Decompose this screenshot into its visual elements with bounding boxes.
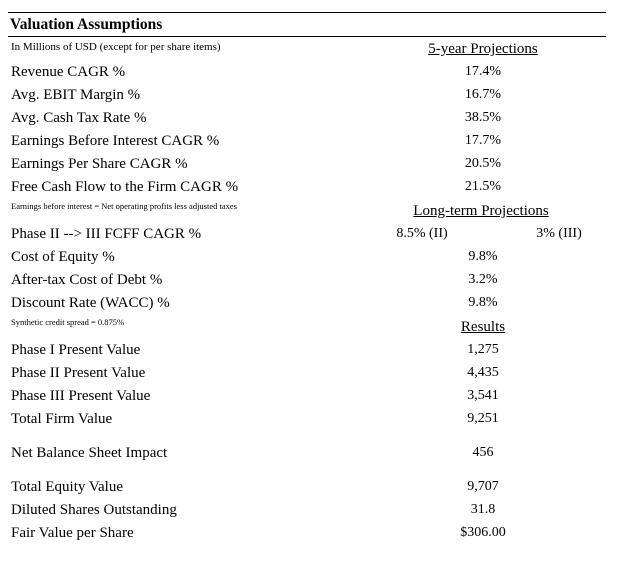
row-label: Avg. Cash Tax Rate % bbox=[11, 110, 147, 126]
row-label: Earnings Before Interest CAGR % bbox=[11, 133, 220, 149]
row-value: 20.5% bbox=[464, 156, 502, 171]
long-term-projections-header: Long-term Projections bbox=[413, 203, 549, 219]
row-label: After-tax Cost of Debt % bbox=[11, 272, 163, 288]
row-value: $306.00 bbox=[460, 525, 506, 540]
phase-three-value: 3% (III) bbox=[536, 226, 582, 241]
row-label: Cost of Equity % bbox=[11, 249, 115, 265]
table-row: Phase II Present Value 4,435 bbox=[0, 362, 628, 384]
table-row: Cost of Equity % 9.8% bbox=[0, 246, 628, 268]
table-row: Avg. EBIT Margin % 16.7% bbox=[0, 84, 628, 106]
row-value: 3.2% bbox=[468, 272, 498, 287]
table-row: Discount Rate (WACC) % 9.8% bbox=[0, 292, 628, 314]
row-value: 1,275 bbox=[467, 342, 499, 357]
row-label: Discount Rate (WACC) % bbox=[11, 295, 170, 311]
table-row: Revenue CAGR % 17.4% bbox=[0, 61, 628, 83]
table-row: Free Cash Flow to the Firm CAGR % 21.5% bbox=[0, 176, 628, 198]
row-label: Phase II --> III FCFF CAGR % bbox=[11, 226, 202, 242]
row-value: 9.8% bbox=[468, 249, 498, 264]
credit-spread-note: Synthetic credit spread = 0.875% bbox=[11, 317, 125, 327]
row-label: Diluted Shares Outstanding bbox=[11, 502, 177, 518]
top-rule bbox=[8, 12, 606, 13]
table-row: Phase II --> III FCFF CAGR % 8.5% (II) 3… bbox=[0, 223, 628, 245]
table-row: Diluted Shares Outstanding 31.8 bbox=[0, 499, 628, 521]
row-value: 21.5% bbox=[464, 179, 502, 194]
phase-two-value: 8.5% (II) bbox=[396, 226, 448, 241]
table-row: Total Firm Value 9,251 bbox=[0, 408, 628, 430]
title-rule bbox=[8, 36, 606, 37]
row-value: 31.8 bbox=[470, 502, 496, 517]
table-row: Fair Value per Share $306.00 bbox=[0, 522, 628, 544]
row-label: Phase II Present Value bbox=[11, 365, 146, 381]
row-label: Total Equity Value bbox=[11, 479, 123, 495]
row-value: 16.7% bbox=[464, 87, 502, 102]
row-label: Phase III Present Value bbox=[11, 388, 151, 404]
row-label: Total Firm Value bbox=[11, 411, 113, 427]
row-label: Free Cash Flow to the Firm CAGR % bbox=[11, 179, 239, 195]
row-value: 456 bbox=[472, 445, 494, 460]
row-value: 38.5% bbox=[464, 110, 502, 125]
row-value: 3,541 bbox=[467, 388, 499, 403]
table-row: Phase III Present Value 3,541 bbox=[0, 385, 628, 407]
row-label: Avg. EBIT Margin % bbox=[11, 87, 141, 103]
table-row: Earnings Before Interest CAGR % 17.7% bbox=[0, 130, 628, 152]
table-row: Earnings Per Share CAGR % 20.5% bbox=[0, 153, 628, 175]
row-value: 4,435 bbox=[467, 365, 499, 380]
units-note: In Millions of USD (except for per share… bbox=[11, 41, 221, 53]
table-row: Net Balance Sheet Impact 456 bbox=[0, 442, 628, 464]
row-value: 9,707 bbox=[467, 479, 499, 494]
earnings-definition-note: Earnings before interest = Net operating… bbox=[11, 201, 237, 211]
row-value: 9.8% bbox=[468, 295, 498, 310]
results-header: Results bbox=[460, 319, 506, 335]
table-row: Total Equity Value 9,707 bbox=[0, 476, 628, 498]
five-year-projections-header: 5-year Projections bbox=[428, 41, 538, 57]
table-row: After-tax Cost of Debt % 3.2% bbox=[0, 269, 628, 291]
row-label: Revenue CAGR % bbox=[11, 64, 126, 80]
table-row: Avg. Cash Tax Rate % 38.5% bbox=[0, 107, 628, 129]
row-value: 17.4% bbox=[464, 64, 502, 79]
row-label: Earnings Per Share CAGR % bbox=[11, 156, 188, 172]
row-label: Phase I Present Value bbox=[11, 342, 141, 358]
row-label: Net Balance Sheet Impact bbox=[11, 445, 168, 461]
row-value: 17.7% bbox=[464, 133, 502, 148]
table-title: Valuation Assumptions bbox=[10, 16, 163, 33]
table-row: Phase I Present Value 1,275 bbox=[0, 339, 628, 361]
row-label: Fair Value per Share bbox=[11, 525, 134, 541]
row-value: 9,251 bbox=[467, 411, 499, 426]
